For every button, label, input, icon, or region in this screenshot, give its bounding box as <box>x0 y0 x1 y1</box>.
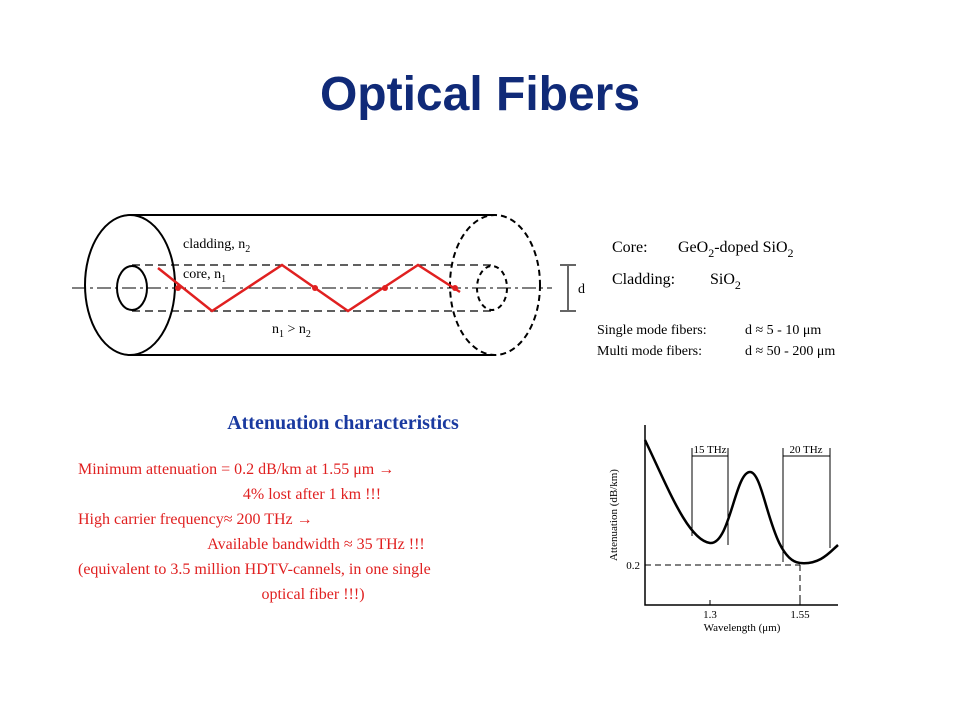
subscript: 1 <box>221 274 226 285</box>
subscript: 1 <box>279 329 284 340</box>
band-label: 15 THz <box>693 444 726 456</box>
attenuation-plot <box>643 425 839 606</box>
attenuation-text: Minimum attenuation = 0.2 dB/km at 1.55 … <box>78 461 431 603</box>
core-label: core, n1 <box>183 267 226 285</box>
attenuation-curve <box>643 439 839 565</box>
cladding-label: cladding, n2 <box>183 237 250 255</box>
ray-dot <box>382 285 388 291</box>
slide-title: Optical Fibers <box>320 68 640 121</box>
subscript: 2 <box>306 329 311 340</box>
attenuation-line: (equivalent to 3.5 million HDTV-cannels,… <box>78 561 431 578</box>
subscript: 2 <box>735 278 741 292</box>
fiber-diagram <box>72 214 576 356</box>
ray-dot <box>312 285 318 291</box>
attenuation-line: High carrier frequency≈ 200 THz → <box>78 511 313 528</box>
y-axis-label: Attenuation (dB/km) <box>608 469 620 561</box>
y-tick-label: 0.2 <box>626 560 640 572</box>
label-text: SiO <box>710 271 735 288</box>
index-relation: n1 > n2 <box>272 322 311 340</box>
ray-dot <box>452 285 458 291</box>
diameter-label: d <box>578 282 585 297</box>
subscript: 2 <box>708 246 714 260</box>
mode-value: d ≈ 5 - 10 μm <box>745 323 821 338</box>
mode-label: Single mode fibers: <box>597 323 707 338</box>
mode-label: Multi mode fibers: <box>597 344 702 359</box>
label-text: -doped SiO <box>714 239 787 256</box>
band-label: 20 THz <box>789 444 822 456</box>
section-heading: Attenuation characteristics <box>227 412 459 434</box>
fiber-end <box>84 214 176 356</box>
fiber-end-hidden <box>449 214 541 356</box>
attenuation-line: optical fiber !!!) <box>261 586 364 603</box>
label-text: core, n <box>183 267 221 282</box>
attenuation-line: 4% lost after 1 km !!! <box>243 486 381 503</box>
subscript: 2 <box>788 246 794 260</box>
mode-value: d ≈ 50 - 200 μm <box>745 344 835 359</box>
attenuation-line: Minimum attenuation = 0.2 dB/km at 1.55 … <box>78 461 394 478</box>
material-label: Cladding: <box>612 271 675 288</box>
attenuation-line: Available bandwidth ≈ 35 THz !!! <box>207 536 424 553</box>
label-text: cladding, n <box>183 237 245 252</box>
x-axis-label: Wavelength (μm) <box>704 622 781 634</box>
label-text: > n <box>284 322 306 337</box>
ray-dot <box>175 285 181 291</box>
plot-axes <box>644 425 838 606</box>
x-tick-label: 1.3 <box>703 609 717 621</box>
label-text: GeO <box>678 239 708 256</box>
x-tick-label: 1.55 <box>790 609 810 621</box>
material-value: SiO2 <box>710 271 741 292</box>
label-text: n <box>272 322 279 337</box>
material-label: Core: <box>612 239 648 256</box>
material-value: GeO2-doped SiO2 <box>678 239 794 260</box>
subscript: 2 <box>245 244 250 255</box>
